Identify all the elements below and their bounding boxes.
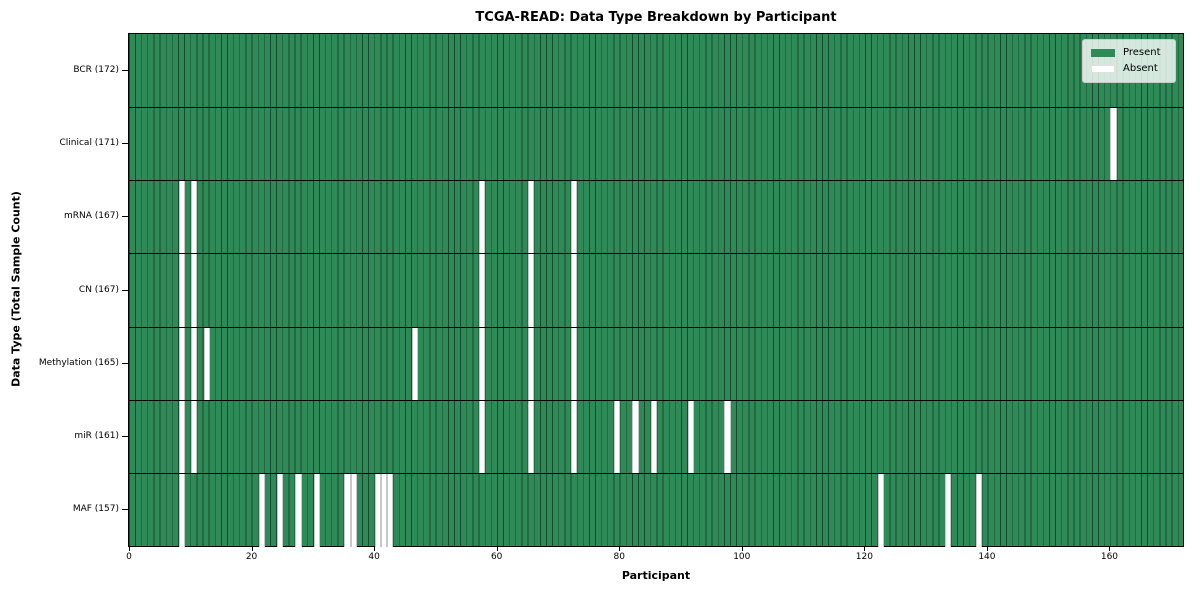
absent-bar: [528, 254, 535, 328]
absent-bar: [179, 473, 186, 547]
y-tick-mark: [122, 362, 128, 364]
y-tick-mark: [122, 508, 128, 510]
x-tick-label: 80: [613, 552, 625, 562]
legend: Present Absent: [1082, 39, 1176, 83]
row-separator: [129, 326, 1183, 328]
row-separator: [129, 399, 1183, 401]
absent-bar: [571, 327, 578, 401]
x-tick-label: 160: [1100, 552, 1119, 562]
x-tick-mark: [864, 547, 866, 551]
absent-bar: [479, 254, 486, 328]
row-label: miR (161): [74, 430, 119, 441]
row-label: MAF (157): [72, 503, 119, 514]
x-tick-label: 60: [490, 552, 503, 562]
y-tick-mark: [122, 70, 128, 72]
absent-bar: [687, 400, 694, 474]
x-tick-mark: [251, 547, 253, 551]
row-label: BCR (172): [73, 65, 119, 76]
legend-absent-label: Absent: [1123, 63, 1158, 74]
x-tick-mark: [986, 547, 988, 551]
absent-bar: [877, 473, 884, 547]
absent-bar: [945, 473, 952, 547]
absent-bar: [375, 473, 382, 547]
row-label: Clinical (171): [59, 138, 119, 149]
absent-bar: [1110, 108, 1117, 182]
y-tick-mark: [122, 143, 128, 145]
absent-bar: [203, 327, 210, 401]
legend-item-absent: Absent: [1091, 64, 1167, 74]
present-swatch-icon: [1091, 49, 1115, 57]
x-tick-label: 120: [855, 552, 873, 562]
x-tick-label: 40: [368, 552, 380, 562]
x-tick-label: 140: [978, 552, 996, 562]
absent-bar: [295, 473, 302, 547]
absent-swatch-icon: [1091, 65, 1115, 73]
row-label: Methylation (165): [38, 357, 119, 368]
row-label: CN (167): [78, 284, 119, 295]
y-tick-mark: [122, 289, 128, 291]
x-tick-label: 20: [245, 552, 258, 562]
x-tick-mark: [496, 547, 498, 551]
absent-bar: [975, 473, 982, 547]
x-tick-mark: [129, 547, 130, 551]
absent-bar: [258, 473, 265, 547]
x-tick-mark: [1109, 547, 1111, 551]
absent-bar: [179, 254, 186, 328]
y-tick-mark: [122, 216, 128, 218]
row-separator: [129, 253, 1183, 255]
absent-bar: [179, 400, 186, 474]
row-separator: [129, 472, 1183, 474]
absent-bar: [528, 327, 535, 401]
absent-bar: [614, 400, 621, 474]
row-label: mRNA (167): [64, 211, 119, 222]
absent-bar: [381, 473, 388, 547]
absent-bar: [724, 400, 731, 474]
x-tick-label: 100: [733, 552, 751, 562]
absent-bar: [191, 254, 198, 328]
absent-bar: [350, 473, 357, 547]
absent-bar: [191, 327, 198, 401]
absent-bar: [387, 473, 394, 547]
absent-bar: [479, 400, 486, 474]
absent-bar: [632, 400, 639, 474]
absent-bar: [277, 473, 284, 547]
absent-bar: [179, 181, 186, 255]
row-separator: [129, 180, 1183, 182]
absent-bar: [344, 473, 351, 547]
y-tick-mark: [122, 435, 128, 437]
x-tick-label: 0: [126, 552, 132, 562]
absent-bar: [479, 181, 486, 255]
chart-title: TCGA-READ: Data Type Breakdown by Partic…: [475, 10, 837, 25]
x-tick-mark: [374, 547, 376, 551]
absent-bar: [179, 327, 186, 401]
absent-bar: [650, 400, 657, 474]
absent-bar: [528, 181, 535, 255]
plot-area: [128, 33, 1184, 547]
row-separator: [129, 107, 1183, 109]
absent-bar: [313, 473, 320, 547]
absent-bar: [191, 400, 198, 474]
legend-present-label: Present: [1123, 47, 1161, 58]
x-axis-label: Participant: [621, 569, 691, 582]
absent-bar: [571, 400, 578, 474]
absent-bar: [528, 400, 535, 474]
x-tick-mark: [741, 547, 743, 551]
absent-bar: [191, 181, 198, 255]
absent-bar: [571, 254, 578, 328]
legend-item-present: Present: [1091, 48, 1167, 58]
absent-bar: [571, 181, 578, 255]
absent-bar: [411, 327, 418, 401]
absent-bar: [479, 327, 486, 401]
x-tick-mark: [619, 547, 621, 551]
